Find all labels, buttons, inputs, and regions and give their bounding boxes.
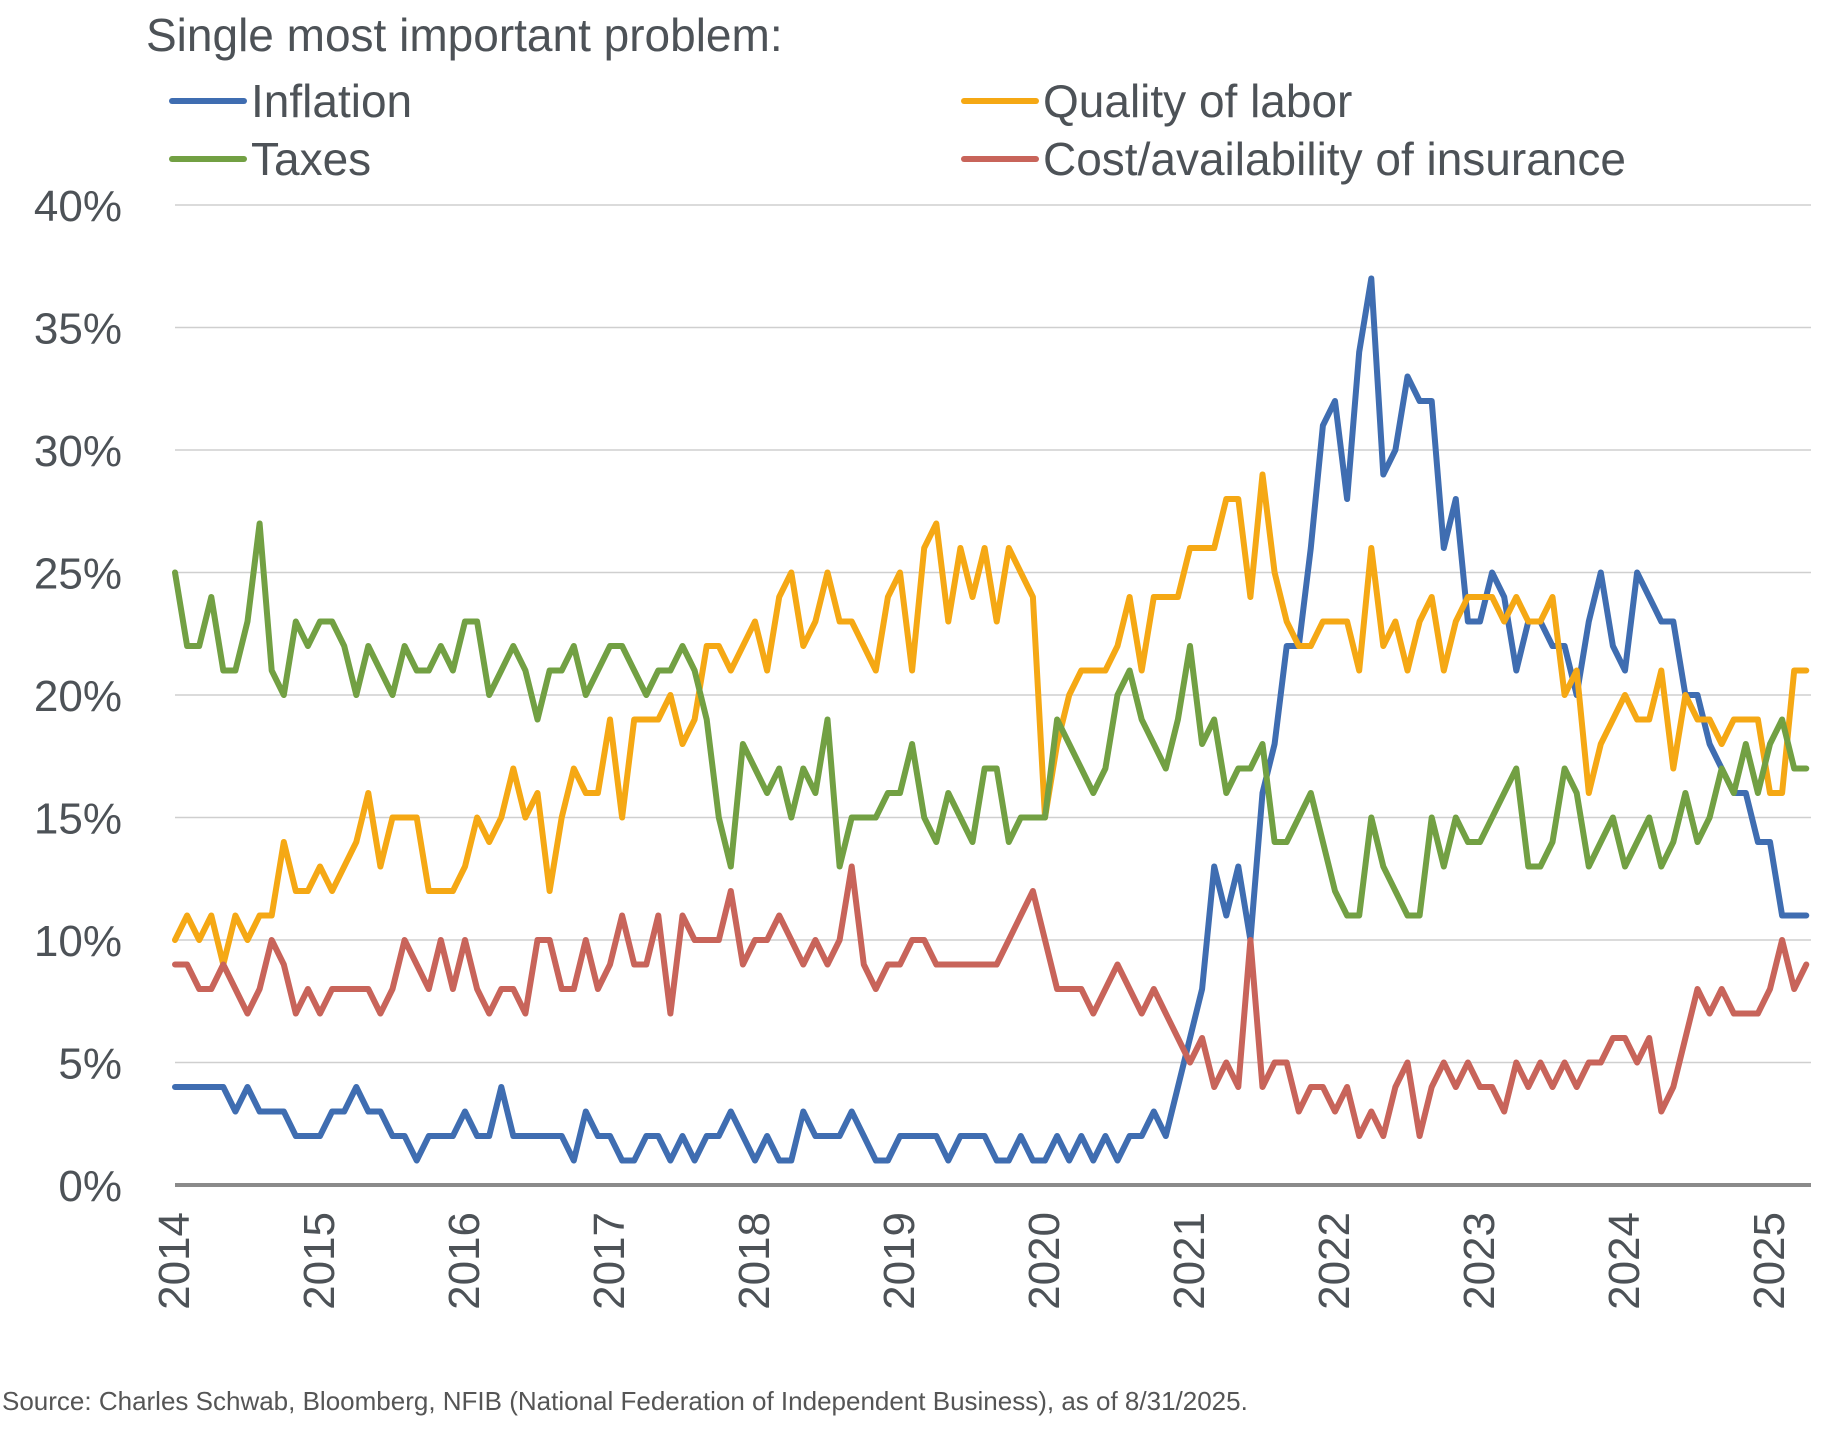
x-axis-ticks: 2014 2015 2016 2017 2018 2019 2020 2021 2022 2023… [150,1212,1794,1310]
series-line-quality-of-labor [172,471,1810,968]
legend-swatch-inflation [169,98,247,104]
series-lines [172,275,1810,1164]
legend-swatch-insurance [961,156,1039,162]
y-tick-label: 30% [34,427,122,476]
y-tick-label: 20% [34,672,122,721]
x-tick-label: 2015 [295,1212,344,1310]
legend-label: Cost/availability of insurance [1043,133,1626,185]
legend-item-taxes: Taxes [169,132,371,186]
y-tick-label: 15% [34,795,122,844]
y-tick-label: 25% [34,550,122,599]
x-tick-label: 2019 [875,1212,924,1310]
x-tick-label: 2014 [150,1212,199,1310]
x-tick-label: 2021 [1165,1212,1214,1310]
legend-label: Taxes [251,133,372,185]
x-tick-label: 2018 [730,1212,779,1310]
x-tick-label: 2023 [1455,1212,1504,1310]
legend-label: Quality of labor [1043,75,1353,127]
legend-item-inflation: Inflation [169,74,412,128]
x-tick-label: 2022 [1310,1212,1359,1310]
y-axis-ticks: 0% 5% 10% 15% 20% 25% 30% 35% 40% [34,182,122,1211]
series-line-taxes [172,520,1810,919]
x-tick-label: 2020 [1020,1212,1069,1310]
x-tick-label: 2017 [585,1212,634,1310]
series-line-cost-availability-of-insurance [172,863,1810,1139]
legend-label: Inflation [251,75,413,127]
chart-title: Single most important problem: [146,9,783,61]
y-tick-label: 35% [34,305,122,354]
legend-item-insurance: Cost/availability of insurance [961,132,1626,186]
y-tick-label: 40% [34,182,122,231]
x-tick-label: 2016 [440,1212,489,1310]
source-note: Source: Charles Schwab, Bloomberg, NFIB … [2,1386,1248,1416]
legend-item-quality-of-labor: Quality of labor [961,74,1352,128]
y-tick-label: 10% [34,917,122,966]
gridlines [175,204,1811,1187]
x-tick-label: 2024 [1600,1212,1649,1310]
legend-swatch-quality-of-labor [961,98,1039,104]
series-line-inflation [172,275,1810,1164]
legend-swatch-taxes [169,156,247,162]
y-tick-label: 0% [58,1162,122,1211]
x-tick-label: 2025 [1745,1212,1794,1310]
y-tick-label: 5% [58,1040,122,1089]
